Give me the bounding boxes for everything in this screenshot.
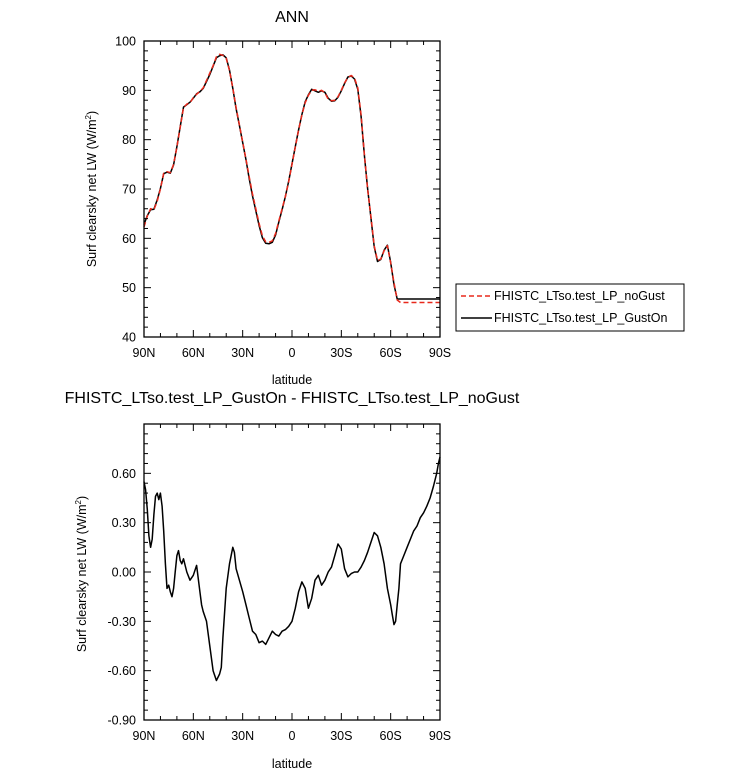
series-line-1-2 (143, 54, 440, 300)
x-tick-label: 60N (182, 729, 205, 743)
y-tick-label: 0.60 (112, 467, 136, 481)
panel-2-x-tick-labels: 90N 60N 30N 0 30S 60S 90S (133, 729, 452, 743)
x-tick-label: 60N (182, 346, 205, 360)
x-tick-label: 90S (429, 346, 451, 360)
y-tick-label: 50 (122, 281, 136, 295)
y-tick-label: -0.60 (108, 664, 137, 678)
panel-2-y-axis-label-sup: 2 (74, 499, 83, 504)
panel-2-y-axis-label: Surf clearsky net LW (W/m2) (74, 496, 89, 652)
panel-1-y-axis-label: Surf clearsky net LW (W/m2) (84, 111, 99, 267)
series-line-2-1 (143, 456, 441, 682)
y-tick-label: 0.30 (112, 516, 136, 530)
panel-1-tick-marks (143, 40, 441, 338)
x-tick-label: 30N (231, 729, 254, 743)
panel-2-tick-marks (143, 423, 441, 721)
x-tick-label: 30N (231, 346, 254, 360)
x-tick-label: 30S (330, 346, 352, 360)
panel-1-x-tick-labels: 90N 60N 30N 0 30S 60S 90S (133, 346, 452, 360)
panel-1-x-axis-label: latitude (272, 373, 312, 387)
y-tick-label: 0.00 (112, 566, 136, 580)
panel-2-x-axis-label: latitude (272, 757, 312, 771)
panel-annual-net-lw: ANN 90N 60N 30N 0 30S 60S 90S 405060708090100 … (84, 9, 685, 387)
panel-2-plot-frame (143, 423, 441, 721)
panel-1-legend: FHISTC_LTso.test_LP_noGust FHISTC_LTso.t… (455, 283, 685, 332)
panel-1-title: ANN (275, 9, 309, 26)
panel-2-y-tick-labels: -0.90 -0.60 -0.30 0.00 0.30 0.60 (108, 467, 137, 728)
x-tick-label: 90N (133, 346, 156, 360)
panel-1-y-tick-labels: 40 50 60 70 80 90 100 (115, 35, 136, 345)
y-tick-label: 100 (115, 35, 136, 49)
panel-1-y-axis-label-sup: 2 (84, 114, 93, 119)
panel-2-y-axis-label-main: Surf clearsky net LW (W/m (75, 504, 89, 652)
y-tick-label: 60 (122, 232, 136, 246)
y-tick-label: 40 (122, 331, 136, 345)
panel-1-y-axis-label-close: ) (85, 111, 99, 115)
panel-2-series-lines (143, 456, 441, 682)
panel-difference: FHISTC_LTso.test_LP_GustOn - FHISTC_LTso… (65, 390, 520, 771)
x-tick-label: 0 (289, 729, 296, 743)
y-tick-label: 90 (122, 84, 136, 98)
legend-label-guston: FHISTC_LTso.test_LP_GustOn (494, 311, 667, 325)
panel-1-series-lines (143, 53, 440, 304)
y-tick-label: 80 (122, 133, 136, 147)
legend-label-nogust: FHISTC_LTso.test_LP_noGust (494, 289, 665, 303)
panel-1-y-axis-label-main: Surf clearsky net LW (W/m (85, 119, 99, 267)
x-tick-label: 90N (133, 729, 156, 743)
x-tick-label: 60S (380, 729, 402, 743)
x-tick-label: 90S (429, 729, 451, 743)
y-tick-label: 70 (122, 183, 136, 197)
x-tick-label: 0 (289, 346, 296, 360)
x-tick-label: 30S (330, 729, 352, 743)
x-tick-label: 60S (380, 346, 402, 360)
y-tick-label: -0.90 (108, 714, 137, 728)
series-line-1-1 (143, 53, 440, 304)
y-tick-label: -0.30 (108, 615, 137, 629)
panel-2-title: FHISTC_LTso.test_LP_GustOn - FHISTC_LTso… (65, 390, 520, 407)
legend-box (455, 283, 685, 332)
panel-2-y-axis-label-close: ) (75, 496, 89, 500)
